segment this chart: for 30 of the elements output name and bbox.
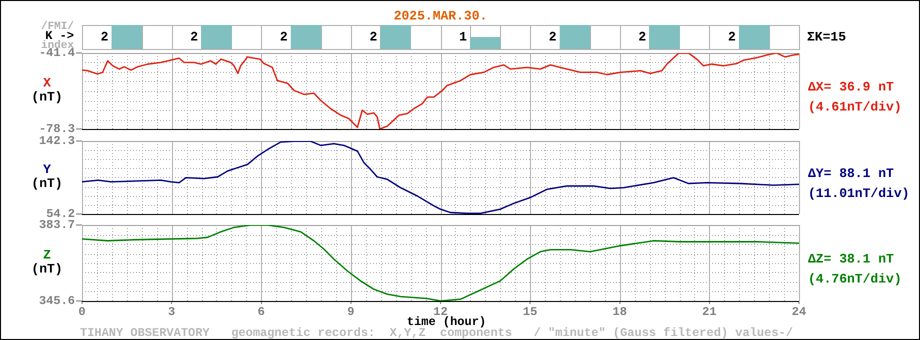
text: ΔZ= 38.1 nT <box>808 251 894 266</box>
text: ΣK=15 <box>807 29 846 44</box>
data-label: 2 <box>100 29 109 44</box>
text: ΔY= 88.1 nT <box>808 166 894 181</box>
data-label: 2 <box>548 29 557 44</box>
x-tick-label: 0 <box>78 305 86 320</box>
x-tick-label: 18 <box>612 305 627 320</box>
data-label: 2 <box>638 29 646 44</box>
x-tick-label: 24 <box>792 305 806 320</box>
x-tick-label: 21 <box>702 305 717 320</box>
text: ΔX= 36.9 nT <box>808 79 894 94</box>
text: (11.01nT/div) <box>808 186 910 201</box>
data-label: 2 <box>280 29 288 44</box>
y-tick-label: -78.3 <box>38 122 75 136</box>
x-tick-label: 15 <box>522 305 538 320</box>
data-label: 1 <box>459 29 468 44</box>
y-tick-label: 345.6 <box>38 294 75 308</box>
x-tick-label: 6 <box>258 305 265 320</box>
text: (4.76nT/div) <box>808 271 902 286</box>
text: (4.61nT/div) <box>808 99 902 114</box>
y-tick-label: 142.3 <box>38 134 75 148</box>
y-axis-title: Z (nT) <box>31 247 63 276</box>
chart-title: 2025.MAR.30. <box>394 8 488 24</box>
data-label: 2 <box>728 29 736 44</box>
data-label: 2 <box>190 29 198 44</box>
y-axis-title: Y (nT) <box>31 162 63 191</box>
data-label: 2 <box>370 29 378 44</box>
x-tick-label: 9 <box>347 305 354 320</box>
y-axis-title: X (nT) <box>31 75 63 104</box>
x-tick-label: 3 <box>168 305 176 320</box>
